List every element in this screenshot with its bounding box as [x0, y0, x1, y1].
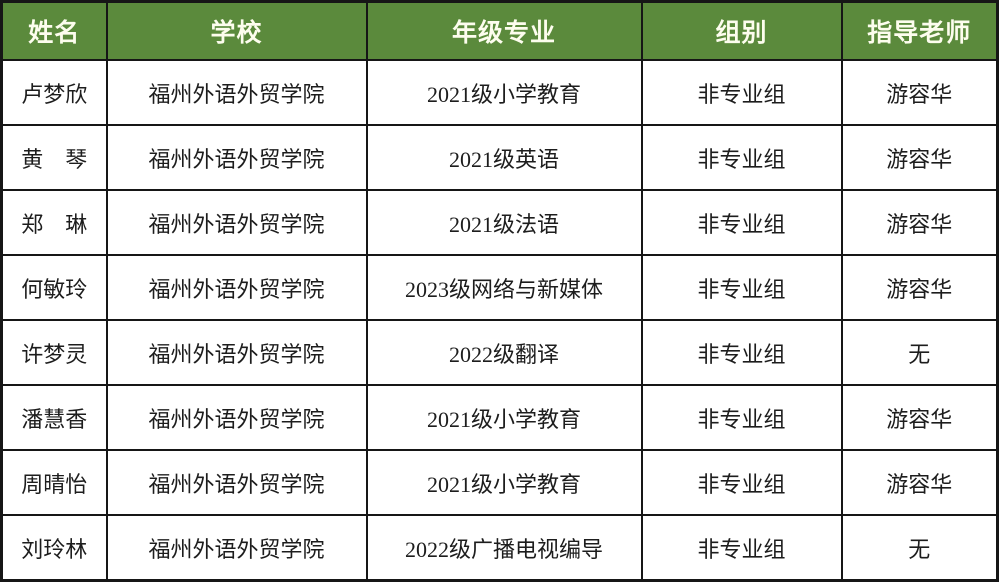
cell-grade-major: 2021级小学教育 — [365, 59, 643, 126]
table-row: 卢梦欣 福州外语外贸学院 2021级小学教育 非专业组 游容华 — [0, 59, 999, 126]
cell-name: 卢梦欣 — [0, 59, 108, 126]
cell-group: 非专业组 — [640, 319, 843, 386]
cell-grade-major: 2021级法语 — [365, 189, 643, 256]
cell-group: 非专业组 — [640, 189, 843, 256]
table-row: 周晴怡 福州外语外贸学院 2021级小学教育 非专业组 游容华 — [0, 449, 999, 516]
cell-name: 何敏玲 — [0, 254, 108, 321]
cell-teacher: 游容华 — [840, 449, 999, 516]
cell-grade-major: 2022级广播电视编导 — [365, 514, 643, 582]
table-row: 何敏玲 福州外语外贸学院 2023级网络与新媒体 非专业组 游容华 — [0, 254, 999, 321]
cell-group: 非专业组 — [640, 254, 843, 321]
column-header-name: 姓名 — [0, 0, 108, 61]
cell-name: 许梦灵 — [0, 319, 108, 386]
cell-group: 非专业组 — [640, 449, 843, 516]
cell-grade-major: 2021级英语 — [365, 124, 643, 191]
cell-teacher: 游容华 — [840, 124, 999, 191]
cell-name: 刘玲林 — [0, 514, 108, 582]
cell-group: 非专业组 — [640, 124, 843, 191]
cell-school: 福州外语外贸学院 — [105, 189, 368, 256]
table-row: 潘慧香 福州外语外贸学院 2021级小学教育 非专业组 游容华 — [0, 384, 999, 451]
cell-school: 福州外语外贸学院 — [105, 384, 368, 451]
cell-teacher: 游容华 — [840, 59, 999, 126]
cell-teacher: 无 — [840, 514, 999, 582]
cell-grade-major: 2021级小学教育 — [365, 384, 643, 451]
cell-grade-major: 2023级网络与新媒体 — [365, 254, 643, 321]
cell-school: 福州外语外贸学院 — [105, 59, 368, 126]
cell-school: 福州外语外贸学院 — [105, 319, 368, 386]
cell-name: 黄 琴 — [0, 124, 108, 191]
table-row: 许梦灵 福州外语外贸学院 2022级翻译 非专业组 无 — [0, 319, 999, 386]
table-row: 黄 琴 福州外语外贸学院 2021级英语 非专业组 游容华 — [0, 124, 999, 191]
cell-school: 福州外语外贸学院 — [105, 124, 368, 191]
cell-school: 福州外语外贸学院 — [105, 449, 368, 516]
cell-teacher: 游容华 — [840, 254, 999, 321]
header-row: 姓名 学校 年级专业 组别 指导老师 — [0, 0, 999, 61]
column-header-group: 组别 — [640, 0, 843, 61]
cell-teacher: 无 — [840, 319, 999, 386]
cell-group: 非专业组 — [640, 514, 843, 582]
column-header-school: 学校 — [105, 0, 368, 61]
cell-school: 福州外语外贸学院 — [105, 514, 368, 582]
cell-name: 郑 琳 — [0, 189, 108, 256]
cell-name: 潘慧香 — [0, 384, 108, 451]
table-row: 刘玲林 福州外语外贸学院 2022级广播电视编导 非专业组 无 — [0, 514, 999, 582]
cell-school: 福州外语外贸学院 — [105, 254, 368, 321]
column-header-grade-major: 年级专业 — [365, 0, 643, 61]
column-header-teacher: 指导老师 — [840, 0, 999, 61]
cell-grade-major: 2021级小学教育 — [365, 449, 643, 516]
cell-teacher: 游容华 — [840, 384, 999, 451]
table-row: 郑 琳 福州外语外贸学院 2021级法语 非专业组 游容华 — [0, 189, 999, 256]
cell-teacher: 游容华 — [840, 189, 999, 256]
cell-group: 非专业组 — [640, 59, 843, 126]
cell-name: 周晴怡 — [0, 449, 108, 516]
cell-grade-major: 2022级翻译 — [365, 319, 643, 386]
cell-group: 非专业组 — [640, 384, 843, 451]
